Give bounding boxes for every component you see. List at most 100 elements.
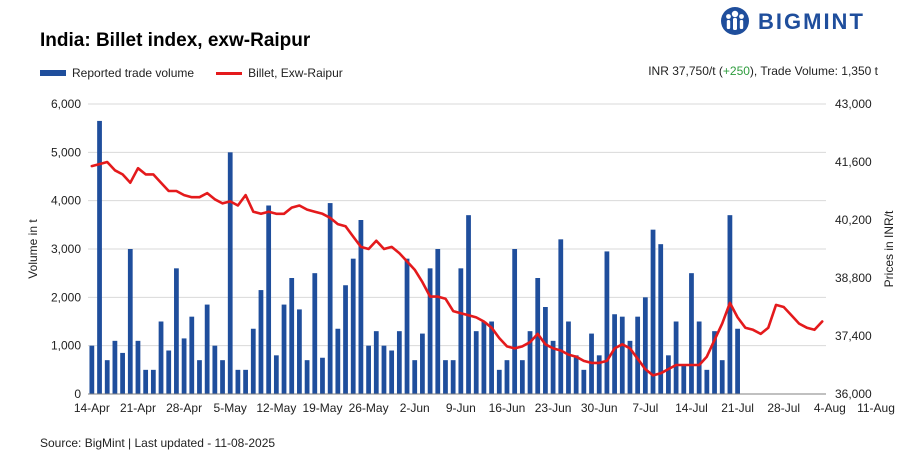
y-left-tick-label: 0 <box>74 387 81 401</box>
x-tick-label: 9-Jun <box>446 401 476 415</box>
x-ticks: 14-Apr 21-Apr 28-Apr 5-May 12-May 19-May 26-Ma… <box>74 401 895 415</box>
x-tick-label: 21-Jul <box>721 401 754 415</box>
legend-swatch-bar <box>40 70 66 76</box>
y-right-tick-label: 36,000 <box>835 387 872 401</box>
volume-bar <box>420 333 425 394</box>
volume-bar <box>481 321 487 394</box>
y-left-tick-label: 6,000 <box>51 97 81 111</box>
volume-bar <box>212 345 218 394</box>
x-tick-label: 4-Aug <box>814 401 846 415</box>
volume-bar <box>658 244 664 394</box>
y-left-tick-label: 2,000 <box>51 290 81 304</box>
volume-bar <box>466 215 471 394</box>
volume-bar <box>373 331 379 394</box>
legend-item-price: Billet, Exw-Raipur <box>216 66 343 80</box>
volume-bar <box>320 357 325 394</box>
volume-bar <box>558 239 564 394</box>
gridlines <box>88 103 826 347</box>
bigmint-logo: BIGMINT <box>718 4 888 38</box>
y-left-tick-label: 1,000 <box>51 339 81 353</box>
price-line <box>90 160 824 377</box>
x-tick-label: 28-Jul <box>767 401 800 415</box>
x-tick-label: 30-Jun <box>581 401 618 415</box>
price-change: +250 <box>722 64 750 78</box>
volume-bar <box>627 340 633 394</box>
volume-bar <box>135 340 141 394</box>
y-right-tick-label: 38,800 <box>835 271 872 285</box>
volume-bar <box>735 328 740 394</box>
volume-bar <box>396 331 402 394</box>
volume-bar <box>327 203 333 394</box>
volume-bar <box>604 251 610 394</box>
volume-bar <box>366 345 371 394</box>
volume-bar <box>381 345 387 394</box>
volume-bar <box>550 340 556 394</box>
volume-bar <box>404 258 410 394</box>
volume-bar <box>596 355 602 394</box>
volume-bar <box>650 229 656 394</box>
y-left-tick-label: 3,000 <box>51 242 81 256</box>
y-right-tick-label: 37,400 <box>835 329 872 343</box>
volume-bar <box>543 307 548 394</box>
volume-bar <box>120 352 125 394</box>
volume-bar <box>581 369 587 394</box>
y-left-tick-label: 5,000 <box>51 145 81 159</box>
y-right-ticks: 36,000 37,400 38,800 40,200 41,600 43,000 <box>835 97 872 401</box>
volume-bar <box>197 360 202 394</box>
source-note: Source: BigMint | Last updated - 11-08-2… <box>40 436 276 450</box>
volume-bar <box>335 328 341 394</box>
x-tick-label: 21-Apr <box>120 401 156 415</box>
volume-bar <box>527 331 533 394</box>
volume-bar <box>166 350 172 394</box>
volume-bar <box>489 321 494 394</box>
volume-bar <box>181 338 187 394</box>
legend-label-volume: Reported trade volume <box>72 66 195 80</box>
volume-bar <box>642 297 648 394</box>
legend-swatch-line <box>216 71 243 75</box>
volume-bar <box>573 355 579 394</box>
volume-bar <box>243 369 248 394</box>
volume-bar <box>350 258 356 394</box>
volume-bar <box>158 321 164 394</box>
legend-item-volume: Reported trade volume <box>40 66 194 80</box>
x-tick-label: 5-May <box>214 401 247 415</box>
volume-bar <box>112 340 118 394</box>
volume-bar <box>220 360 225 394</box>
volume-bar <box>104 360 110 394</box>
volume-bar <box>304 360 310 394</box>
volume-bar <box>389 350 395 394</box>
volume-bar <box>204 304 210 394</box>
volume-bar <box>473 331 479 394</box>
volume-bar <box>496 369 502 394</box>
volume-bar <box>696 321 702 394</box>
x-tick-label: 2-Jun <box>400 401 430 415</box>
volume-bar <box>312 273 318 394</box>
volume-bar <box>519 360 525 394</box>
volume-bar <box>235 369 241 394</box>
volume-bar <box>512 249 518 394</box>
volume-bar <box>266 205 272 394</box>
volume-bar <box>343 285 348 394</box>
volume-bar <box>681 365 687 394</box>
volume-bar <box>712 331 717 394</box>
volume-bar <box>273 355 279 394</box>
volume-bar <box>458 268 464 394</box>
x-tick-label: 28-Apr <box>166 401 202 415</box>
legend: Reported trade volume Billet, Exw-Raipur <box>40 66 365 80</box>
logo-mark-icon: BIGMINT <box>721 7 865 35</box>
volume-bar <box>619 316 625 394</box>
x-tick-label: 7-Jul <box>632 401 658 415</box>
volume-bars <box>89 120 740 395</box>
volume-bar <box>412 360 418 394</box>
volume-bar <box>719 360 725 394</box>
y-right-tick-label: 43,000 <box>835 97 872 111</box>
volume-bar <box>174 268 179 394</box>
volume-bar <box>704 369 710 394</box>
price-summary-suffix: ), Trade Volume: 1,350 t <box>749 64 878 78</box>
logo-text: BIGMINT <box>758 9 865 34</box>
volume-bar <box>150 369 156 394</box>
volume-bar <box>97 120 102 395</box>
volume-bar <box>250 328 256 394</box>
volume-bar <box>666 355 671 394</box>
